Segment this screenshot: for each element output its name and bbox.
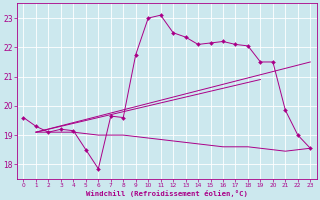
- X-axis label: Windchill (Refroidissement éolien,°C): Windchill (Refroidissement éolien,°C): [86, 190, 248, 197]
